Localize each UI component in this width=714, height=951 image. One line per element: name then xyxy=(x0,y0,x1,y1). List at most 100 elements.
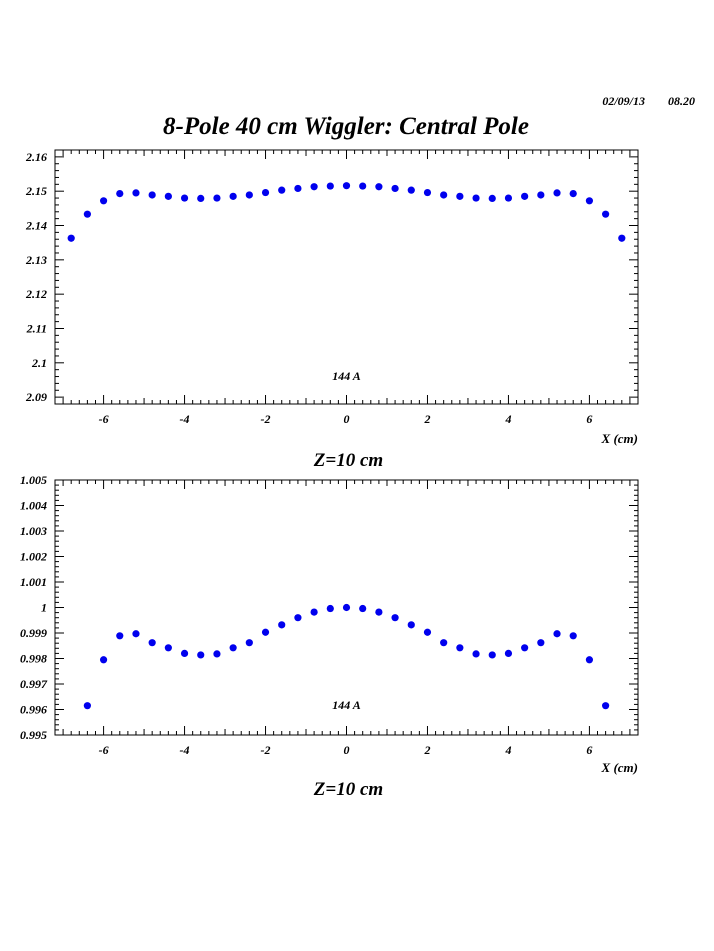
x-tick-label: -4 xyxy=(180,743,190,757)
data-point xyxy=(504,194,513,202)
data-point xyxy=(197,651,205,659)
data-point xyxy=(132,189,140,197)
data-point xyxy=(359,604,367,613)
x-axis-label: X (cm) xyxy=(601,431,638,446)
figure-title: 8-Pole 40 cm Wiggler: Central Pole xyxy=(163,113,529,140)
data-point xyxy=(229,644,237,652)
y-tick-label: 1.001 xyxy=(20,575,47,589)
x-tick-label: 4 xyxy=(504,743,511,757)
data-point xyxy=(391,184,399,193)
data-point xyxy=(504,649,513,658)
data-point xyxy=(569,632,577,640)
current-annotation: 144 A xyxy=(332,369,361,383)
data-point xyxy=(310,608,318,616)
data-point xyxy=(261,628,270,636)
data-point xyxy=(148,639,156,647)
data-point xyxy=(407,186,415,194)
data-point xyxy=(245,191,253,199)
data-point xyxy=(375,608,383,616)
data-point xyxy=(537,639,545,647)
data-point xyxy=(456,192,464,200)
data-point xyxy=(116,632,124,640)
x-tick-label: 4 xyxy=(504,412,511,426)
data-point xyxy=(278,621,286,629)
data-point xyxy=(213,194,221,202)
data-point xyxy=(440,639,448,647)
data-point xyxy=(164,644,172,652)
date-stamp: 02/09/13 xyxy=(602,94,645,108)
y-tick-label: 1.005 xyxy=(20,473,47,487)
data-point xyxy=(164,192,172,200)
x-tick-label: 2 xyxy=(423,412,430,426)
data-point xyxy=(472,194,480,202)
y-tick-label: 2.14 xyxy=(25,219,47,233)
data-point xyxy=(132,630,140,638)
data-point xyxy=(245,639,253,647)
data-point xyxy=(67,234,75,242)
x-tick-label: -2 xyxy=(261,412,271,426)
data-point xyxy=(116,189,124,198)
x-tick-label: -6 xyxy=(99,412,109,426)
x-tick-label: -6 xyxy=(99,743,109,757)
y-tick-label: 0.995 xyxy=(20,728,47,742)
upper-field-plot: -6 -4 -2 0 2 4 6 2.09 2.1 2.11 2.12 2.13 2.14 2.15 2.1… xyxy=(25,149,639,471)
data-point xyxy=(488,651,496,659)
y-tick-label: 2.09 xyxy=(25,390,47,404)
x-tick-label: 2 xyxy=(423,743,430,757)
data-point xyxy=(423,628,432,636)
data-point xyxy=(472,650,480,658)
data-point xyxy=(342,182,351,190)
data-point xyxy=(180,194,189,202)
data-point xyxy=(197,194,205,202)
y-tick-label: 1 xyxy=(41,601,47,615)
y-tick-label: 1.002 xyxy=(20,550,47,564)
data-point xyxy=(585,197,594,205)
x-axis-label: X (cm) xyxy=(601,760,638,775)
data-point xyxy=(553,189,561,197)
data-point xyxy=(326,604,334,613)
data-point xyxy=(456,644,464,652)
data-point xyxy=(407,621,415,629)
x-tick-label: -4 xyxy=(180,412,190,426)
data-point xyxy=(375,183,383,191)
data-point xyxy=(99,197,108,205)
data-point xyxy=(83,702,91,710)
data-point xyxy=(423,188,432,197)
data-point xyxy=(294,184,302,193)
x-tick-label: 6 xyxy=(586,743,592,757)
plot-caption: Z=10 cm xyxy=(313,779,383,800)
data-point xyxy=(602,210,610,218)
x-tick-label: -2 xyxy=(261,743,271,757)
y-tick-label: 0.996 xyxy=(20,703,47,717)
lower-normalized-plot: -6 -4 -2 0 2 4 6 0.995 0.996 0.997 0.998 0.999 1 1.00… xyxy=(20,473,639,800)
y-tick-label: 2.12 xyxy=(25,287,47,301)
data-point xyxy=(618,234,626,242)
data-point xyxy=(488,194,496,202)
y-tick-label: 1.003 xyxy=(20,524,47,538)
y-tick-label: 2.11 xyxy=(26,321,47,335)
data-point xyxy=(553,630,561,638)
plot-caption: Z=10 cm xyxy=(313,450,383,471)
y-tick-label: 0.998 xyxy=(20,652,47,666)
data-point xyxy=(585,656,594,664)
data-point xyxy=(391,614,399,622)
data-point xyxy=(440,191,448,199)
data-point xyxy=(180,649,189,658)
data-point xyxy=(83,210,91,218)
y-tick-label: 2.1 xyxy=(31,356,47,370)
current-annotation: 144 A xyxy=(332,698,361,712)
data-point xyxy=(521,644,529,652)
y-tick-label: 2.13 xyxy=(25,253,47,267)
data-point xyxy=(310,183,318,191)
data-point xyxy=(359,182,367,190)
y-tick-label: 2.16 xyxy=(25,150,47,164)
data-point xyxy=(342,603,351,612)
y-tick-label: 0.997 xyxy=(20,677,48,691)
data-point xyxy=(294,614,302,622)
x-tick-label: 0 xyxy=(344,412,350,426)
data-point xyxy=(213,650,221,658)
data-point xyxy=(278,186,286,194)
y-tick-label: 0.999 xyxy=(20,626,47,640)
data-point xyxy=(99,656,108,664)
